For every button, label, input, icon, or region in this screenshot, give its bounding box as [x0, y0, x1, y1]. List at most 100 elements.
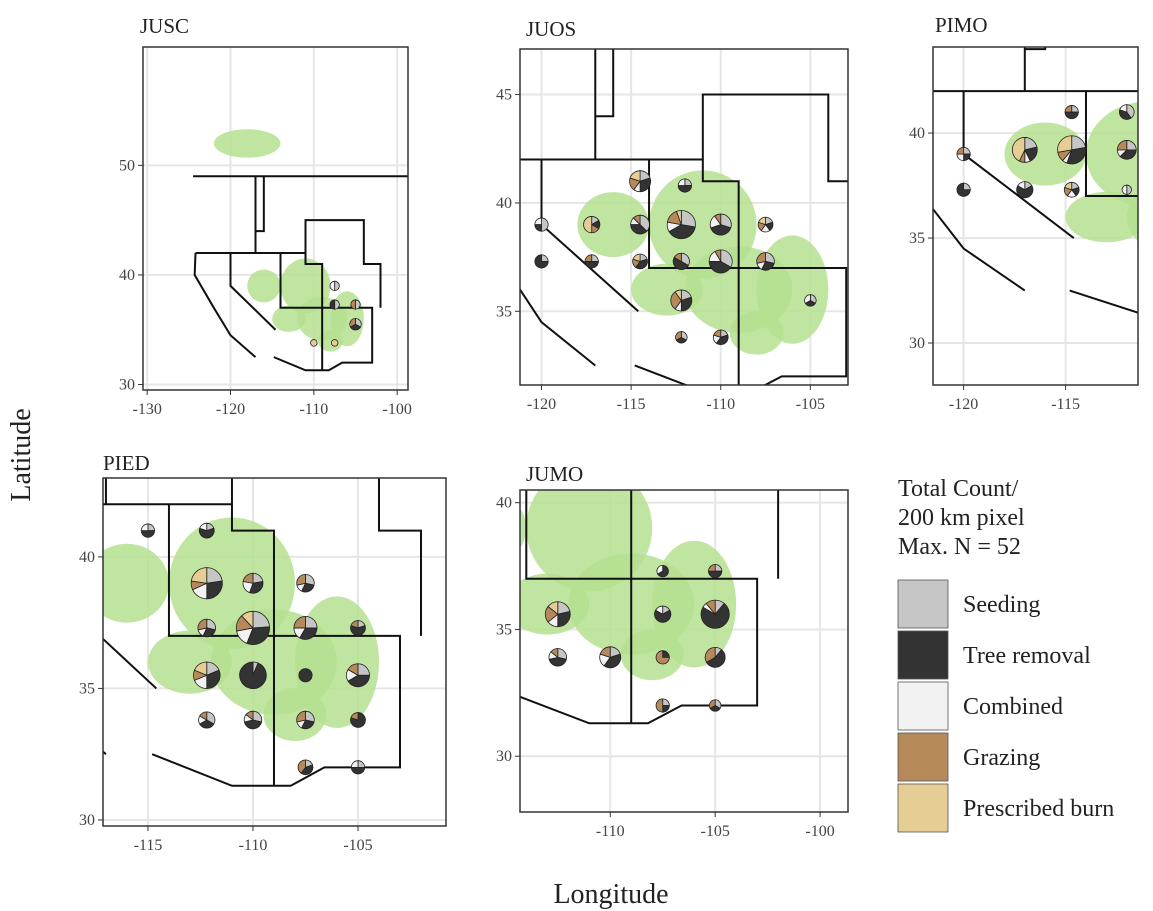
vegetation [1065, 191, 1138, 243]
x-tick-label: -130 [133, 401, 162, 418]
pie-slice [1064, 111, 1079, 119]
pie-slice [709, 699, 716, 709]
pie [298, 668, 313, 683]
pie [709, 213, 732, 236]
pie-slice [632, 214, 641, 226]
pie [350, 299, 361, 310]
x-tick-label: -120 [216, 401, 245, 418]
panel: -120 -115 -110 -105 35 40 45 JUOS [496, 17, 849, 413]
pie-slice [956, 147, 964, 155]
pie-slice [1121, 184, 1128, 195]
pie-slice [704, 646, 716, 663]
x-tick-label: -110 [299, 401, 328, 418]
pie [297, 759, 314, 776]
x-tick-label: -110 [596, 823, 625, 840]
pie [350, 712, 366, 728]
boundary [463, 274, 484, 401]
pie-slice [591, 254, 599, 262]
pie-slice [550, 648, 559, 659]
boundary [103, 750, 107, 755]
y-tick-label: 35 [909, 230, 925, 247]
pie-slice [757, 216, 766, 226]
pie [329, 280, 340, 292]
pie [544, 601, 571, 628]
boundary [255, 176, 265, 233]
boundary [1147, 91, 1153, 316]
pie [349, 318, 362, 331]
pie [1118, 104, 1135, 120]
pie [632, 253, 648, 270]
pie-slice [655, 605, 664, 615]
boundary [273, 253, 374, 372]
legend-label: Grazing [963, 745, 1040, 771]
pie [700, 599, 730, 629]
pie [235, 610, 271, 645]
boundary [229, 253, 277, 331]
y-axis-label: Latitude [6, 408, 37, 501]
pie [350, 760, 366, 775]
pie-slice [1116, 140, 1128, 151]
legend-title: Max. N = 52 [898, 534, 1021, 560]
pie [140, 523, 156, 538]
panel-title: PIED [103, 451, 150, 475]
pie-slice [245, 710, 254, 721]
boundary [933, 207, 1026, 292]
vegetation [520, 508, 527, 549]
pie-slice [329, 280, 336, 292]
y-tick-label: 40 [119, 267, 135, 284]
legend-label: Tree removal [963, 643, 1091, 669]
pie-slice [1011, 137, 1026, 162]
pie-slice [700, 602, 730, 629]
pie-slice [677, 185, 692, 193]
legend-swatch [897, 681, 949, 731]
x-tick-label: -110 [706, 396, 735, 413]
pie-slice [350, 712, 366, 728]
y-tick-label: 40 [909, 125, 925, 142]
vegetation [729, 311, 784, 355]
y-tick-label: 30 [119, 377, 135, 394]
pie-slice [963, 147, 971, 155]
legend-swatch [897, 579, 949, 629]
pie-slice [334, 280, 340, 292]
pie [956, 182, 971, 197]
boundary [304, 253, 324, 371]
vegetation [103, 543, 169, 623]
pie-slice [956, 153, 964, 162]
pie-slice [193, 661, 208, 676]
pie [1064, 105, 1079, 119]
pie-slice [584, 261, 599, 269]
pie-slice [656, 564, 664, 575]
pie-slice [603, 653, 622, 669]
pie-slice [296, 710, 306, 723]
vegetation [620, 629, 684, 681]
pie [239, 661, 267, 689]
pie-slice [705, 599, 716, 616]
panel-frame [932, 46, 1139, 386]
panel: -115 -110 -105 30 35 40 PIED [79, 451, 447, 854]
legend-label: Seeding [963, 592, 1040, 618]
panel: -110 -105 -100 30 35 40 JUMO [463, 274, 849, 840]
legend-swatch [897, 630, 949, 680]
pie [630, 214, 650, 235]
pie-slice [350, 620, 359, 629]
pie [709, 699, 722, 712]
x-tick-label: -115 [617, 396, 646, 413]
y-tick-label: 50 [119, 157, 135, 174]
pie-slice [655, 650, 670, 665]
pie-slice [708, 261, 732, 274]
y-tick-label: 30 [79, 812, 95, 829]
y-tick-label: 35 [496, 621, 512, 638]
pie-slice [1119, 104, 1128, 113]
pie [198, 522, 215, 539]
boundary [595, 49, 615, 118]
pie [704, 646, 726, 668]
pie-slice [206, 669, 221, 689]
boundary [630, 490, 633, 724]
pie-slice [714, 249, 722, 263]
pie-slice [1016, 185, 1034, 199]
pie-slice [705, 649, 726, 668]
pie [330, 339, 339, 347]
pie-slice [654, 609, 672, 623]
pie-slice [350, 766, 366, 775]
